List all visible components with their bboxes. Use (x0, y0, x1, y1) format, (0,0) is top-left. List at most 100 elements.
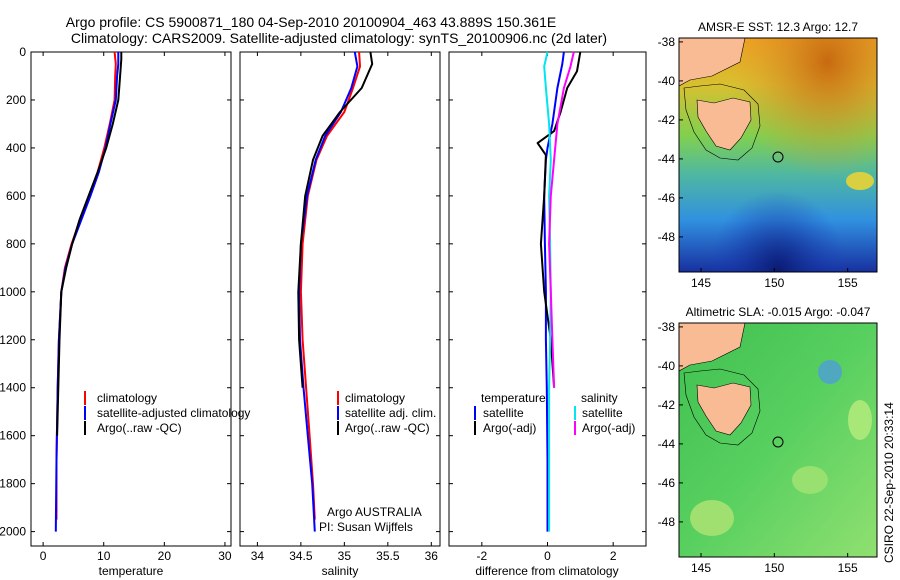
sst-field (679, 38, 877, 272)
series-line-salinity-argo-adj (548, 51, 575, 388)
difference-legend-sal-satellite: satellite (582, 406, 623, 420)
series-line-climatology (55, 51, 117, 520)
temperature-xlabel: temperature (99, 564, 164, 578)
map-xtick-label: 155 (838, 561, 858, 575)
salinity-legend-argo: Argo(..raw -QC) (345, 421, 430, 435)
mainland-landmass (679, 323, 746, 372)
map-xtick-label: 155 (838, 276, 858, 290)
sst-float-marker (772, 151, 784, 163)
xtick-label: 35.5 (376, 549, 400, 563)
sst-map-title: AMSR-E SST: 12.3 Argo: 12.7 (698, 20, 858, 34)
map-xtick-label: 150 (764, 561, 784, 575)
map-ytick-label: -38 (658, 320, 676, 334)
xtick-label: 2 (610, 549, 617, 563)
map-xtick-label: 150 (764, 276, 784, 290)
xtick-label: 34.5 (289, 549, 313, 563)
mainland-landmass (679, 38, 746, 87)
xtick-label: -2 (476, 549, 487, 563)
map-ytick-label: -46 (658, 191, 676, 205)
map-ytick-label: -42 (658, 398, 676, 412)
sla-bathymetry-contour (683, 368, 761, 446)
xtick-label: 36 (425, 549, 439, 563)
temperature-legend-climatology: climatology (97, 391, 157, 405)
series-line-satellite-adj-clim (298, 51, 359, 532)
map-ytick-label: -44 (658, 437, 676, 451)
series-line-temperature-argo-adj (536, 51, 582, 388)
series-line-climatology (299, 51, 361, 520)
argo-program-label: Argo AUSTRALIA (327, 505, 422, 519)
salinity-legend-satellite: satellite adj. clim. (345, 406, 436, 420)
ytick-label: 1800 (0, 477, 26, 491)
map-ytick-label: -42 (658, 113, 676, 127)
difference-xlabel: difference from climatology (475, 564, 618, 578)
sla-float-marker (772, 436, 784, 448)
temperature-legend: climatology satellite-adjusted climatolo… (84, 391, 250, 435)
series-line-argo-raw-qc (56, 52, 123, 436)
difference-legend-sal-argo: Argo(-adj) (582, 421, 635, 435)
map-xtick-label: 145 (691, 276, 711, 290)
sst-warm-eddy (846, 172, 874, 190)
map-ytick-label: -48 (658, 230, 676, 244)
map-ytick-label: -48 (658, 515, 676, 529)
salinity-panel: salinity climatology satellite adj. clim… (239, 51, 441, 578)
sla-field (679, 323, 877, 557)
sla-high-anomaly (792, 466, 828, 494)
ytick-label: 0 (19, 45, 26, 59)
salinity-legend: climatology satellite adj. clim. Argo(..… (337, 391, 436, 435)
map-ytick-label: -44 (658, 152, 676, 166)
ytick-label: 800 (6, 237, 26, 251)
temperature-panel: temperature climatology satellite-adjust… (0, 45, 250, 578)
map-ytick-label: -40 (658, 359, 676, 373)
ytick-label: 1000 (0, 285, 26, 299)
tasmania-landmass (696, 97, 752, 151)
sla-map-frame (678, 322, 878, 558)
difference-legend-salinity-header: salinity (581, 391, 618, 405)
map-xtick-label: 145 (691, 561, 711, 575)
xtick-label: 20 (158, 549, 172, 563)
principal-investigator-label: PI: Susan Wijffels (319, 520, 413, 534)
sst-map-panel: AMSR-E SST: 12.3 Argo: 12.7 145 150 155 -38… (658, 20, 878, 290)
sst-cold-region (679, 38, 877, 272)
difference-legend-temp-satellite: satellite (483, 406, 524, 420)
difference-legend-temperature-header: temperature (481, 391, 546, 405)
ytick-label: 1200 (0, 333, 26, 347)
difference-legend: temperature salinity satellite Argo(-adj… (474, 391, 635, 435)
series-line-argo-raw-qc (297, 51, 374, 388)
ytick-label: 600 (6, 189, 26, 203)
temperature-legend-argo: Argo(..raw -QC) (97, 421, 182, 435)
map-ytick-label: -40 (658, 74, 676, 88)
sla-high-anomaly-south (690, 500, 734, 536)
xtick-label: 35 (338, 549, 352, 563)
credit-timestamp: CSIRO 22-Sep-2010 20:33:14 (882, 402, 896, 563)
xtick-label: 34 (251, 549, 265, 563)
salinity-axes-frame (239, 51, 441, 547)
ytick-label: 1600 (0, 429, 26, 443)
figure-title-line-1: Argo profile: CS 5900871_180 04-Sep-2010… (66, 14, 556, 30)
figure-title-line-2: Climatology: CARS2009. Satellite-adjuste… (71, 30, 607, 46)
temperature-axes-frame (30, 51, 232, 547)
sla-map-panel: Altimetric SLA: -0.015 Argo: -0.047 145 1… (658, 305, 878, 575)
ytick-label: 1400 (0, 381, 26, 395)
xtick-label: 30 (218, 549, 232, 563)
sst-map-frame (678, 37, 878, 273)
sst-bathymetry-contour (683, 83, 761, 161)
ytick-label: 400 (6, 141, 26, 155)
salinity-xlabel: salinity (322, 564, 359, 578)
sla-map-title: Altimetric SLA: -0.015 Argo: -0.047 (686, 305, 871, 319)
series-line-temperature-satellite (543, 51, 565, 532)
sla-high-anomaly-east (848, 400, 872, 440)
sla-low-anomaly (818, 360, 842, 384)
map-ytick-label: -38 (658, 35, 676, 49)
xtick-label: 0 (544, 549, 551, 563)
salinity-legend-climatology: climatology (345, 391, 405, 405)
xtick-label: 10 (97, 549, 111, 563)
difference-legend-temp-argo: Argo(-adj) (483, 421, 536, 435)
map-ytick-label: -46 (658, 476, 676, 490)
ytick-label: 2000 (0, 525, 26, 539)
tasmania-landmass (696, 382, 752, 436)
ytick-label: 200 (6, 93, 26, 107)
temperature-legend-satellite: satellite-adjusted climatology (97, 406, 250, 420)
difference-panel: difference from climatology temperature … (448, 51, 647, 578)
xtick-label: 0 (40, 549, 47, 563)
